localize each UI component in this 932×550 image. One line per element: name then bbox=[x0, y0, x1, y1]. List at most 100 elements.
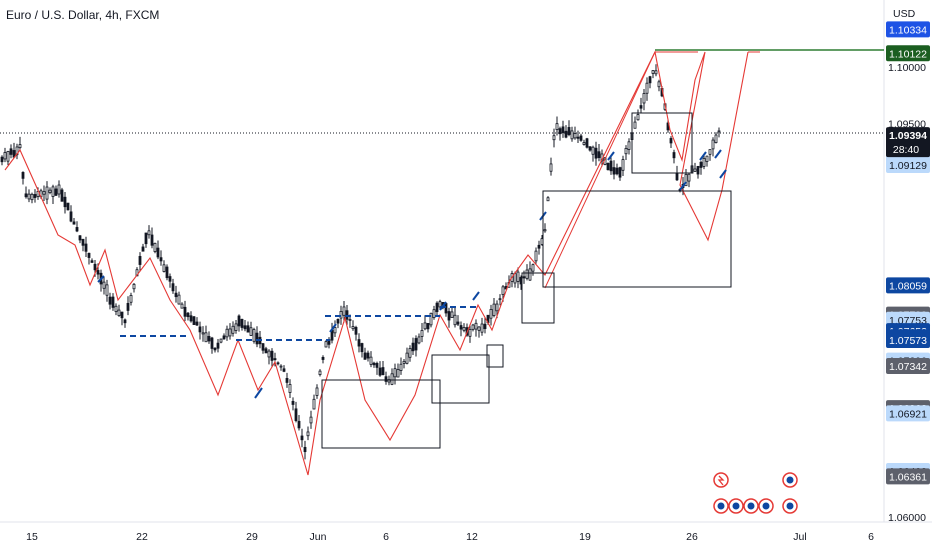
candle bbox=[384, 371, 388, 385]
candle bbox=[453, 308, 457, 328]
candle-body bbox=[633, 121, 637, 129]
candle bbox=[423, 315, 427, 331]
candle bbox=[201, 326, 205, 342]
blue-tick-mark bbox=[329, 323, 337, 333]
candle-body bbox=[381, 367, 385, 376]
candle-body bbox=[534, 250, 538, 262]
candle bbox=[3, 147, 7, 163]
candle bbox=[261, 342, 265, 354]
candle bbox=[174, 285, 178, 303]
candle-body bbox=[528, 268, 532, 281]
candle bbox=[393, 363, 397, 385]
candle bbox=[105, 279, 109, 302]
blue-tick-mark bbox=[472, 291, 480, 301]
candle-body bbox=[255, 332, 259, 345]
candle bbox=[705, 155, 709, 167]
candle bbox=[177, 291, 181, 305]
candle bbox=[405, 347, 409, 365]
candle bbox=[303, 440, 307, 460]
candle-body bbox=[174, 292, 178, 298]
candle-body bbox=[231, 325, 235, 334]
candle-body bbox=[63, 196, 67, 208]
x-tick-label: 29 bbox=[246, 531, 258, 543]
candle-body bbox=[393, 368, 397, 378]
candle bbox=[204, 325, 208, 343]
candle bbox=[168, 273, 172, 288]
candle bbox=[273, 352, 277, 367]
candle-body bbox=[210, 337, 214, 349]
candle-body bbox=[195, 321, 199, 326]
candle-body bbox=[9, 148, 13, 155]
candle bbox=[354, 325, 358, 341]
candle-body bbox=[267, 350, 271, 358]
y-tick-label: 1.06000 bbox=[888, 512, 926, 524]
candle bbox=[624, 145, 628, 161]
candle bbox=[30, 192, 34, 204]
current-price-bg bbox=[886, 127, 930, 158]
candle bbox=[615, 163, 619, 176]
candle-body bbox=[684, 174, 688, 187]
candle bbox=[582, 139, 586, 146]
candle-body bbox=[207, 335, 211, 342]
candle bbox=[528, 261, 532, 281]
candle bbox=[645, 77, 649, 101]
candle-body bbox=[318, 370, 322, 375]
candle bbox=[117, 304, 121, 317]
candle-body bbox=[306, 431, 310, 437]
candle bbox=[543, 223, 547, 233]
candle-body bbox=[636, 114, 640, 121]
price-tag-label: 1.10122 bbox=[889, 48, 927, 60]
candle bbox=[654, 64, 658, 77]
candle-body bbox=[186, 312, 190, 318]
candle-body bbox=[57, 184, 61, 195]
candle bbox=[45, 181, 49, 205]
candle bbox=[471, 323, 475, 332]
candle-body bbox=[219, 338, 223, 343]
candle bbox=[366, 350, 370, 362]
y-tick-label: 1.10000 bbox=[888, 62, 926, 74]
price-tag-bg bbox=[886, 21, 930, 38]
candle bbox=[159, 250, 163, 266]
candle-body bbox=[657, 81, 661, 88]
candle bbox=[687, 173, 691, 188]
candle-body bbox=[60, 189, 64, 202]
candle-body bbox=[672, 152, 676, 159]
candles bbox=[0, 64, 721, 460]
candle-body bbox=[693, 168, 697, 172]
blue-tick-mark bbox=[679, 181, 687, 191]
candle-body bbox=[471, 324, 475, 330]
candle bbox=[360, 342, 364, 358]
candle bbox=[324, 340, 328, 348]
candle-body bbox=[105, 284, 109, 296]
candle-body bbox=[321, 356, 325, 360]
candle bbox=[213, 347, 217, 353]
candle-body bbox=[144, 232, 148, 245]
candle-body bbox=[399, 363, 403, 371]
candle-body bbox=[216, 342, 220, 349]
candle bbox=[633, 116, 637, 129]
candle-body bbox=[324, 341, 328, 348]
candle bbox=[534, 247, 538, 264]
candle bbox=[459, 321, 463, 337]
candle bbox=[219, 338, 223, 344]
candle-body bbox=[351, 326, 355, 330]
candle bbox=[636, 109, 640, 121]
candle-body bbox=[513, 273, 517, 284]
candle bbox=[42, 185, 46, 201]
candle-body bbox=[303, 446, 307, 453]
candle bbox=[717, 127, 721, 138]
candle bbox=[216, 338, 220, 353]
candle-body bbox=[48, 189, 52, 193]
candle bbox=[129, 292, 133, 306]
candle bbox=[546, 196, 550, 202]
candle bbox=[21, 171, 25, 185]
candle bbox=[27, 189, 31, 203]
candle-body bbox=[33, 194, 37, 198]
x-tick-label: 6 bbox=[383, 531, 389, 543]
candle bbox=[585, 137, 589, 149]
zone-box bbox=[321, 379, 441, 449]
candle-body bbox=[249, 327, 253, 336]
candle bbox=[345, 304, 349, 325]
candle bbox=[198, 321, 202, 340]
